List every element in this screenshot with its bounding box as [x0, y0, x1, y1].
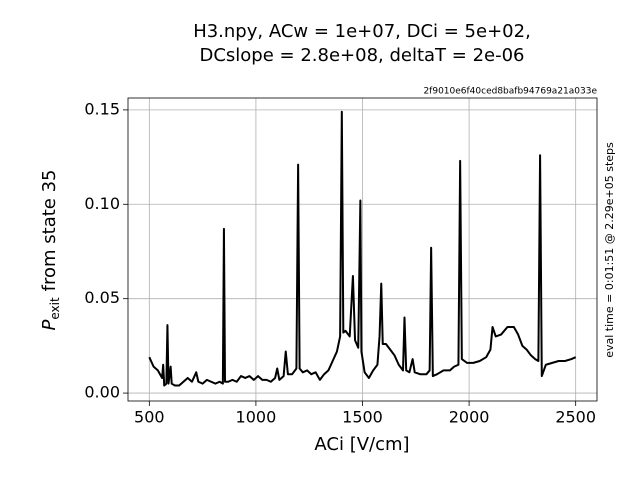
x-tick-label: 1500 — [342, 408, 383, 427]
chart-title: H3.npy, ACw = 1e+07, DCi = 5e+02, — [193, 21, 531, 42]
chart-title: DCslope = 2.8e+08, deltaT = 2e-06 — [199, 45, 524, 66]
y-tick-label: 0.15 — [84, 99, 120, 118]
y-label-sub: exit — [48, 297, 62, 320]
data-line — [148, 110, 577, 387]
y-label-main: P — [39, 320, 60, 331]
right-label: eval time = 0:01:51 @ 2.29e+05 steps — [603, 142, 616, 358]
x-tick-label: 1000 — [236, 408, 277, 427]
y-tick-label: 0.05 — [84, 288, 120, 307]
hash-label: 2f9010e6f40ced8bafb94769a21a033e — [423, 87, 597, 97]
x-tick-label: 500 — [134, 408, 165, 427]
y-label-rest: from state 35 — [39, 169, 60, 291]
x-tick-label: 2000 — [449, 408, 490, 427]
x-axis-label: ACi [V/cm] — [314, 434, 409, 455]
y-tick-label: 0.00 — [84, 383, 120, 402]
axes-frame — [127, 97, 598, 402]
y-axis-label: Pexit from state 35 — [39, 169, 62, 330]
x-tick-label: 2500 — [555, 408, 596, 427]
y-tick-label: 0.10 — [84, 194, 120, 213]
